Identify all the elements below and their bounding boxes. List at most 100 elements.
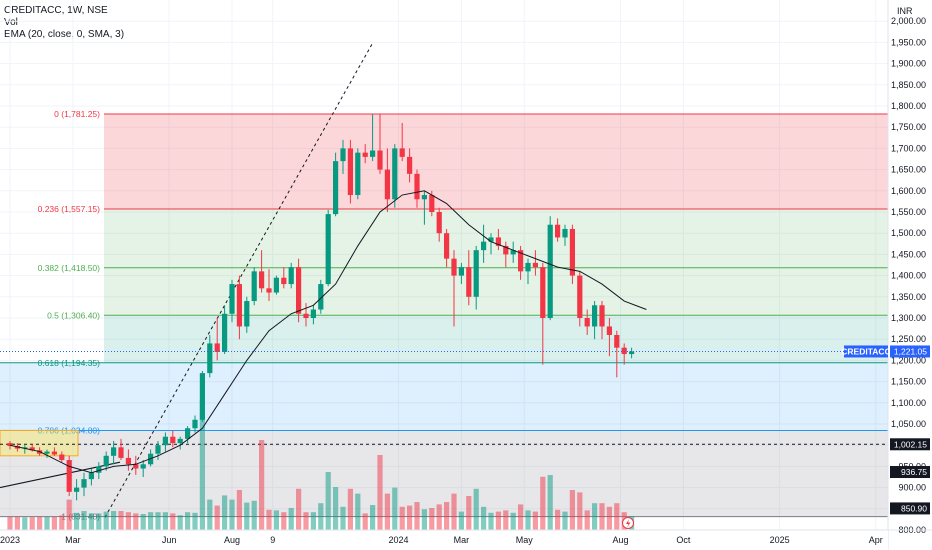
symbol-title[interactable]: CREDITACC, 1W, NSE xyxy=(4,5,108,16)
volume-bar xyxy=(296,488,302,530)
volume-bar xyxy=(22,517,28,530)
ema-line xyxy=(9,190,647,474)
candle-body xyxy=(584,318,590,327)
time-axis-bg xyxy=(0,530,888,550)
candles xyxy=(7,114,635,501)
time-tick-label: Apr xyxy=(869,535,883,545)
price-tick-label: 1,700.00 xyxy=(891,143,926,153)
fib-level-label: 1 (831.40) xyxy=(61,512,100,522)
fib-level-label: 0.382 (1,418.50) xyxy=(38,263,101,273)
time-tick-label: 2023 xyxy=(0,535,20,545)
volume-bar xyxy=(488,512,494,530)
candle-body xyxy=(66,460,72,492)
symbol-price-tag-text: CREDITACC xyxy=(841,346,890,356)
volume-bar xyxy=(229,499,235,530)
candle-body xyxy=(103,455,109,467)
price-labels: CREDITACC 1,221.05 1,002.15 936.75 850.90 xyxy=(841,345,930,515)
fib-level-label: 0.5 (1,306.40) xyxy=(47,310,100,320)
volume-bar xyxy=(185,512,191,530)
volume-bar xyxy=(584,510,590,530)
volume-bar xyxy=(236,490,242,530)
volume-bar xyxy=(599,503,605,530)
time-tick-label: Aug xyxy=(224,535,240,545)
volume-bar xyxy=(244,502,250,530)
volume-bar xyxy=(473,488,479,530)
volume-bar xyxy=(177,515,183,530)
volume-bar xyxy=(14,516,20,530)
alert-flash-icon xyxy=(622,517,634,529)
volume-bar xyxy=(532,511,538,530)
volume-bar xyxy=(140,514,146,530)
volume-bar xyxy=(562,511,568,530)
candle-body xyxy=(199,373,205,420)
price-tick-label: 1,900.00 xyxy=(891,59,926,69)
volume-indicator-label[interactable]: Vol xyxy=(4,17,18,28)
candle-body xyxy=(214,343,220,352)
price-tick-label: 1,300.00 xyxy=(891,313,926,323)
volume-bar xyxy=(377,455,383,530)
candle-body xyxy=(466,267,472,297)
time-tick-label: May xyxy=(516,535,534,545)
candle-body xyxy=(155,445,161,454)
price-tag-text: 936.75 xyxy=(901,467,927,477)
candle-body xyxy=(118,447,124,458)
candle-body xyxy=(244,301,250,327)
volume-bar xyxy=(66,499,72,530)
price-tick-label: 1,100.00 xyxy=(891,398,926,408)
fib-level-label: 0 (1,781.25) xyxy=(54,109,100,119)
volume-bar xyxy=(407,505,413,530)
volume-bar xyxy=(51,516,57,530)
time-axis: 2023 Mar Jun Aug 9 2024 Mar May Aug Oct 2025 Apr xyxy=(0,535,883,545)
volume-bar xyxy=(518,504,524,530)
candle-body xyxy=(429,195,435,212)
volume-bar xyxy=(569,490,575,530)
volume-bar xyxy=(614,503,620,530)
candle-body xyxy=(266,288,272,293)
volume-bar xyxy=(421,509,427,530)
candle-body xyxy=(569,228,575,276)
volume-bar xyxy=(414,502,420,530)
volume-bar xyxy=(148,512,154,530)
candle-body xyxy=(273,277,279,293)
candle-body xyxy=(577,275,583,318)
candle-body xyxy=(599,305,605,327)
volume-bar xyxy=(362,513,368,530)
volume-bar xyxy=(481,506,487,530)
price-tick-label: 2,000.00 xyxy=(891,16,926,26)
candle-body xyxy=(251,271,257,302)
volume-bar xyxy=(495,511,501,530)
candle-body xyxy=(333,161,339,215)
volume-bar xyxy=(59,515,65,530)
candle-body xyxy=(473,250,479,297)
volume-bar xyxy=(281,512,287,530)
volume-bar xyxy=(88,513,94,530)
candle-body xyxy=(133,464,139,469)
volume-bar xyxy=(355,493,361,530)
candle-body xyxy=(192,419,198,429)
candle-body xyxy=(525,262,531,272)
ema-indicator-label[interactable]: EMA (20, close, 0, SMA, 3) xyxy=(4,29,125,40)
chart-legend: CREDITACC, 1W, NSE Vol EMA (20, close, 0… xyxy=(4,5,124,41)
volume-bar xyxy=(503,510,509,530)
price-tick-label: 1,800.00 xyxy=(891,101,926,111)
volume-bar xyxy=(7,516,13,530)
candle-body xyxy=(310,309,316,318)
price-tag-text: 1,002.15 xyxy=(894,439,927,449)
volume-bar xyxy=(273,510,279,530)
volume-bar xyxy=(74,512,80,530)
price-tick-label: 1,050.00 xyxy=(891,419,926,429)
volume-bar xyxy=(222,495,228,530)
candle-body xyxy=(495,237,501,246)
candle-body xyxy=(111,447,117,456)
candle-body xyxy=(555,224,561,238)
price-tag xyxy=(890,502,930,515)
candle-body xyxy=(488,237,494,242)
candle-body xyxy=(74,487,80,492)
volume-bar xyxy=(251,500,257,530)
volume-bar xyxy=(525,510,531,530)
volume-bar xyxy=(458,511,464,530)
candle-body xyxy=(303,313,309,318)
volume-bar xyxy=(606,506,612,530)
volume-bar xyxy=(207,499,213,530)
